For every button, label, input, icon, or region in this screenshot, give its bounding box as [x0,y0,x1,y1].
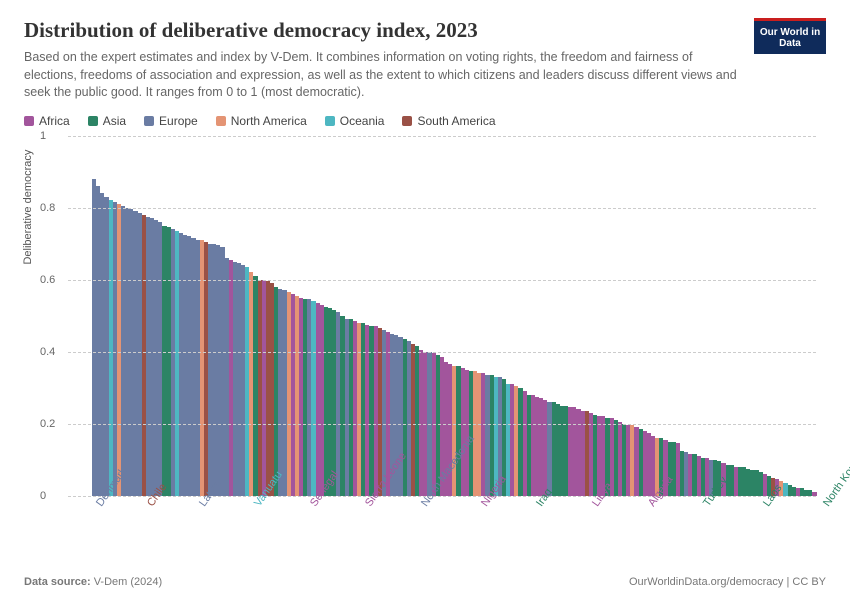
footer: Data source: V-Dem (2024) OurWorldinData… [24,576,826,588]
legend-label: North America [231,114,307,128]
legend-item-oceania[interactable]: Oceania [325,114,385,128]
grid-line [68,352,816,353]
grid-line [68,208,816,209]
legend-label: Europe [159,114,198,128]
chart-container: Distribution of deliberative democracy i… [0,0,850,600]
y-tick: 0.4 [40,346,55,358]
legend-item-europe[interactable]: Europe [144,114,198,128]
x-axis-labels: DenmarkChileLatviaVanuatuSenegalSierra L… [92,496,816,586]
chart-area: Deliberative democracy 00.20.40.60.81 [68,136,816,496]
y-tick: 1 [40,130,46,142]
y-axis-label: Deliberative democracy [22,149,34,264]
legend-item-africa[interactable]: Africa [24,114,70,128]
legend-swatch [402,116,412,126]
legend-item-south-america[interactable]: South America [402,114,495,128]
grid-line [68,280,816,281]
chart-subtitle: Based on the expert estimates and index … [24,49,744,102]
footer-right: OurWorldinData.org/democracy | CC BY [629,576,826,588]
y-tick: 0.6 [40,274,55,286]
footer-left: Data source: V-Dem (2024) [24,576,162,588]
owid-logo: Our World in Data [754,18,826,54]
footer-source-value: V-Dem (2024) [94,576,162,588]
legend-swatch [325,116,335,126]
legend-swatch [24,116,34,126]
legend-swatch [88,116,98,126]
y-tick: 0.2 [40,418,55,430]
bars-group [92,136,816,496]
x-label-north-korea: North Korea [821,453,850,508]
legend-label: Oceania [340,114,385,128]
grid-line [68,424,816,425]
legend-item-asia[interactable]: Asia [88,114,126,128]
header-row: Distribution of deliberative democracy i… [24,18,826,102]
legend-item-north-america[interactable]: North America [216,114,307,128]
grid-line [68,136,816,137]
legend: Africa Asia Europe North America Oceania Sout… [24,114,826,128]
legend-swatch [216,116,226,126]
y-tick: 0.8 [40,202,55,214]
legend-label: Asia [103,114,126,128]
y-tick: 0 [40,490,46,502]
chart-title: Distribution of deliberative democracy i… [24,18,744,43]
footer-source-label: Data source: [24,576,91,588]
logo-text: Our World in Data [756,27,824,49]
legend-label: Africa [39,114,70,128]
legend-swatch [144,116,154,126]
legend-label: South America [417,114,495,128]
header-text: Distribution of deliberative democracy i… [24,18,744,102]
